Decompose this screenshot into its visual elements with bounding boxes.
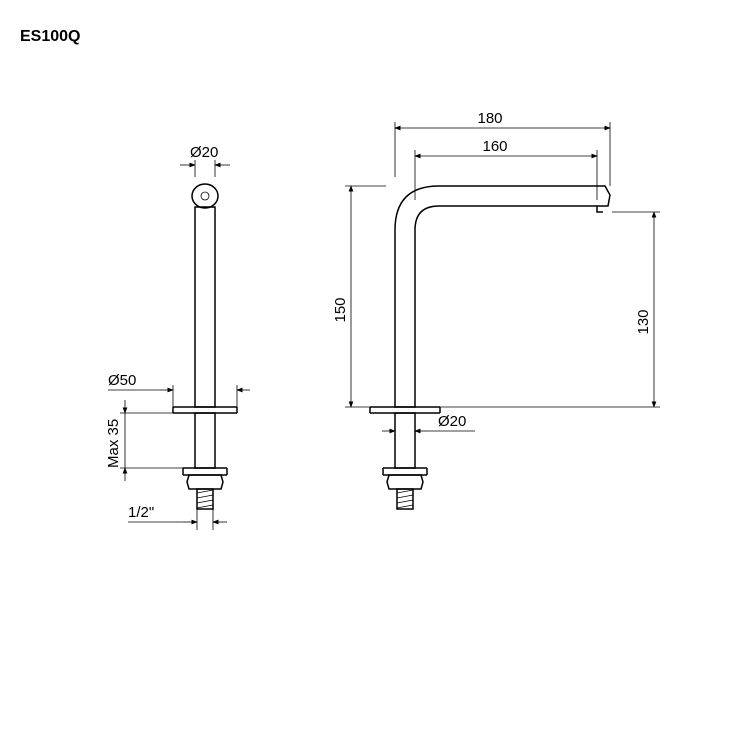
dim-flange-hole: Ø20	[438, 413, 466, 430]
dim-diameter-top: Ø20	[190, 144, 218, 161]
dim-diameter-flange: Ø50	[108, 372, 136, 389]
dim-height-body: 150	[332, 297, 349, 322]
dim-max-thickness: Max 35	[105, 419, 122, 468]
technical-drawing: Ø20 Ø50 Max 35 1/2"	[0, 0, 750, 750]
dim-reach-inner: 160	[482, 138, 507, 155]
dim-reach-outer: 180	[477, 110, 502, 127]
dim-height-spout: 130	[635, 309, 652, 334]
product-code-title: ES100Q	[20, 28, 80, 46]
side-view: 180 160 150 130 Ø20	[332, 110, 660, 509]
dim-thread: 1/2"	[128, 504, 154, 521]
front-view: Ø20 Ø50 Max 35 1/2"	[105, 144, 250, 530]
